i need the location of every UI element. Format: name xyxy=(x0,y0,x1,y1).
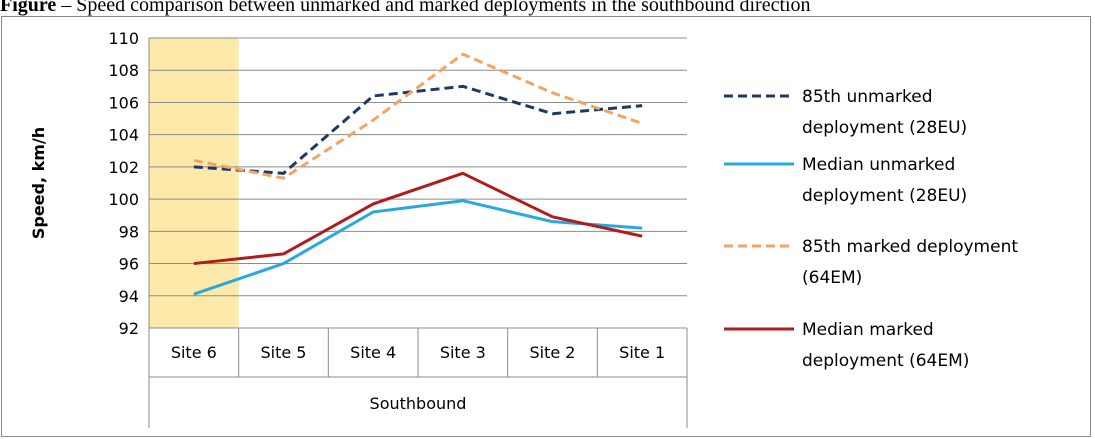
legend-label-0-line-0: 85th unmarked xyxy=(802,87,932,107)
series-0-point-0 xyxy=(192,165,195,168)
highlight-band-layer xyxy=(149,38,239,328)
highlight-band xyxy=(149,38,239,328)
legend-label-0-line-1: deployment (28EU) xyxy=(802,118,967,138)
legend-layer: 85th unmarked deployment (28EU) Median unm… xyxy=(724,87,1018,371)
y-tick-label-96: 96 xyxy=(119,255,139,274)
series-line-1 xyxy=(193,199,643,296)
series-2-point-3 xyxy=(461,53,464,56)
caption-text: – Speed comparison between unmarked and … xyxy=(56,0,811,16)
y-tick-label-100: 100 xyxy=(108,190,139,209)
x-tick-label-site-6: Site 6 xyxy=(171,343,217,362)
series-1-point-3 xyxy=(461,199,464,202)
series-layer xyxy=(192,52,644,296)
series-3-point-1 xyxy=(282,252,285,255)
y-tick-label-98: 98 xyxy=(119,222,139,241)
series-0-point-2 xyxy=(372,95,375,98)
series-3-point-3 xyxy=(461,172,464,175)
series-1-point-2 xyxy=(372,211,375,214)
legend-label-1-line-0: Median unmarked xyxy=(802,155,955,175)
figure-caption: Figure – Speed comparison between unmark… xyxy=(0,0,1095,16)
y-tick-label-106: 106 xyxy=(108,93,139,112)
y-tick-label-92: 92 xyxy=(119,319,139,338)
series-0-point-3 xyxy=(461,85,464,88)
x-tick-label-site-5: Site 5 xyxy=(261,343,307,362)
legend-label-2-line-1: (64EM) xyxy=(802,268,862,288)
gridlines-layer xyxy=(149,37,687,329)
series-0-point-4 xyxy=(551,112,554,115)
series-0-point-5 xyxy=(641,104,644,107)
series-3-point-4 xyxy=(551,215,554,218)
series-2-point-2 xyxy=(372,119,375,122)
y-axis-title: Speed, km/h xyxy=(29,127,48,239)
y-tick-label-110: 110 xyxy=(108,29,139,48)
caption-label: Figure xyxy=(0,0,57,16)
y-tick-label-94: 94 xyxy=(119,287,139,306)
series-2-point-1 xyxy=(282,177,285,180)
series-1-point-1 xyxy=(282,262,285,265)
series-3-point-2 xyxy=(372,202,375,205)
series-line-3 xyxy=(193,171,643,266)
y-tick-label-108: 108 xyxy=(108,61,139,80)
series-1-point-4 xyxy=(551,220,554,223)
y-tick-label-104: 104 xyxy=(108,126,139,145)
y-tick-labels-layer: 92 94 96 98 100 102 104 106 108 110 xyxy=(108,29,139,338)
series-1-point-0 xyxy=(192,293,195,296)
series-1-point-5 xyxy=(641,227,644,230)
series-0-point-1 xyxy=(282,172,285,175)
series-line-2 xyxy=(193,52,643,180)
legend-label-3-line-0: Median marked xyxy=(802,320,934,340)
y-tick-label-102: 102 xyxy=(108,158,139,177)
legend-label-2-line-0: 85th marked deployment xyxy=(802,237,1018,257)
series-3-point-5 xyxy=(641,235,644,238)
x-tick-label-site-4: Site 4 xyxy=(350,343,396,362)
axis-layer: Site 6 Site 5 Site 4 Site 3 Site 2 Site 1 xyxy=(148,38,688,428)
legend-label-3-line-1: deployment (64EM) xyxy=(802,351,969,371)
series-2-point-5 xyxy=(641,122,644,125)
series-3-point-0 xyxy=(192,262,195,265)
x-tick-label-site-1: Site 1 xyxy=(619,343,665,362)
series-2-point-4 xyxy=(551,91,554,94)
series-line-0 xyxy=(193,84,643,175)
x-group-label: Southbound xyxy=(370,394,467,413)
x-tick-label-site-2: Site 2 xyxy=(530,343,576,362)
legend-label-1-line-1: deployment (28EU) xyxy=(802,186,967,206)
series-2-point-0 xyxy=(192,159,195,162)
x-tick-label-site-3: Site 3 xyxy=(440,343,486,362)
